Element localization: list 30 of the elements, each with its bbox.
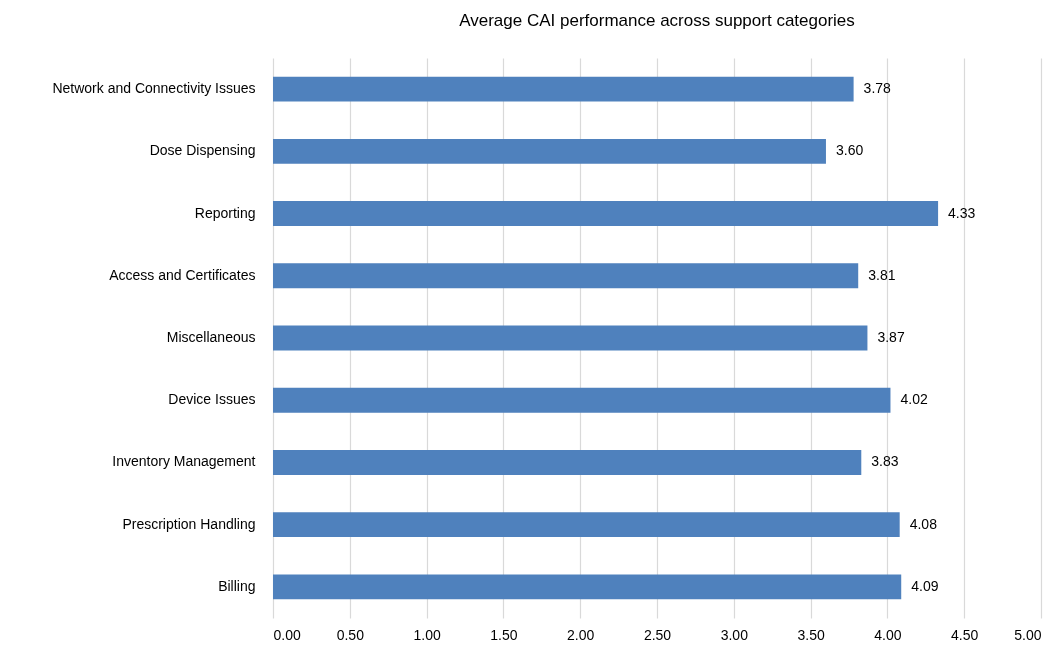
chart-title: Average CAI performance across support categories <box>459 11 855 30</box>
data-label: 3.81 <box>868 266 896 283</box>
y-tick-label: Network and Connectivity Issues <box>52 80 256 97</box>
y-tick-label: Inventory Management <box>112 453 256 470</box>
x-tick-label: 5.00 <box>1014 626 1042 643</box>
data-label: 4.09 <box>911 577 939 594</box>
data-label: 4.02 <box>900 391 928 408</box>
y-tick-label: Reporting <box>194 204 256 221</box>
x-tick-label: 3.00 <box>720 626 749 643</box>
x-tick-label: 3.50 <box>797 626 825 643</box>
x-tick-label: 0.50 <box>336 626 365 643</box>
y-tick-label: Access and Certificates <box>109 266 256 283</box>
x-tick-label: 2.00 <box>567 626 595 643</box>
y-tick-label: Dose Dispensing <box>149 142 256 159</box>
x-tick-label: 1.50 <box>490 626 518 643</box>
data-label: 4.33 <box>948 204 976 221</box>
data-label: 3.60 <box>835 142 864 159</box>
y-tick-label: Device Issues <box>168 391 256 408</box>
y-tick-label: Prescription Handling <box>122 515 256 532</box>
x-tick-label: 0.00 <box>273 626 301 643</box>
x-tick-label: 2.50 <box>643 626 672 643</box>
data-label: 3.83 <box>871 453 899 470</box>
data-label: 3.87 <box>877 329 905 345</box>
y-tick-label: Miscellaneous <box>166 329 256 345</box>
x-tick-label: 4.50 <box>951 626 979 643</box>
y-tick-label: Billing <box>218 577 256 594</box>
data-label: 3.78 <box>863 80 892 97</box>
x-tick-label: 4.00 <box>874 626 902 643</box>
x-tick-label: 1.00 <box>413 626 441 643</box>
data-label: 4.08 <box>909 515 938 532</box>
